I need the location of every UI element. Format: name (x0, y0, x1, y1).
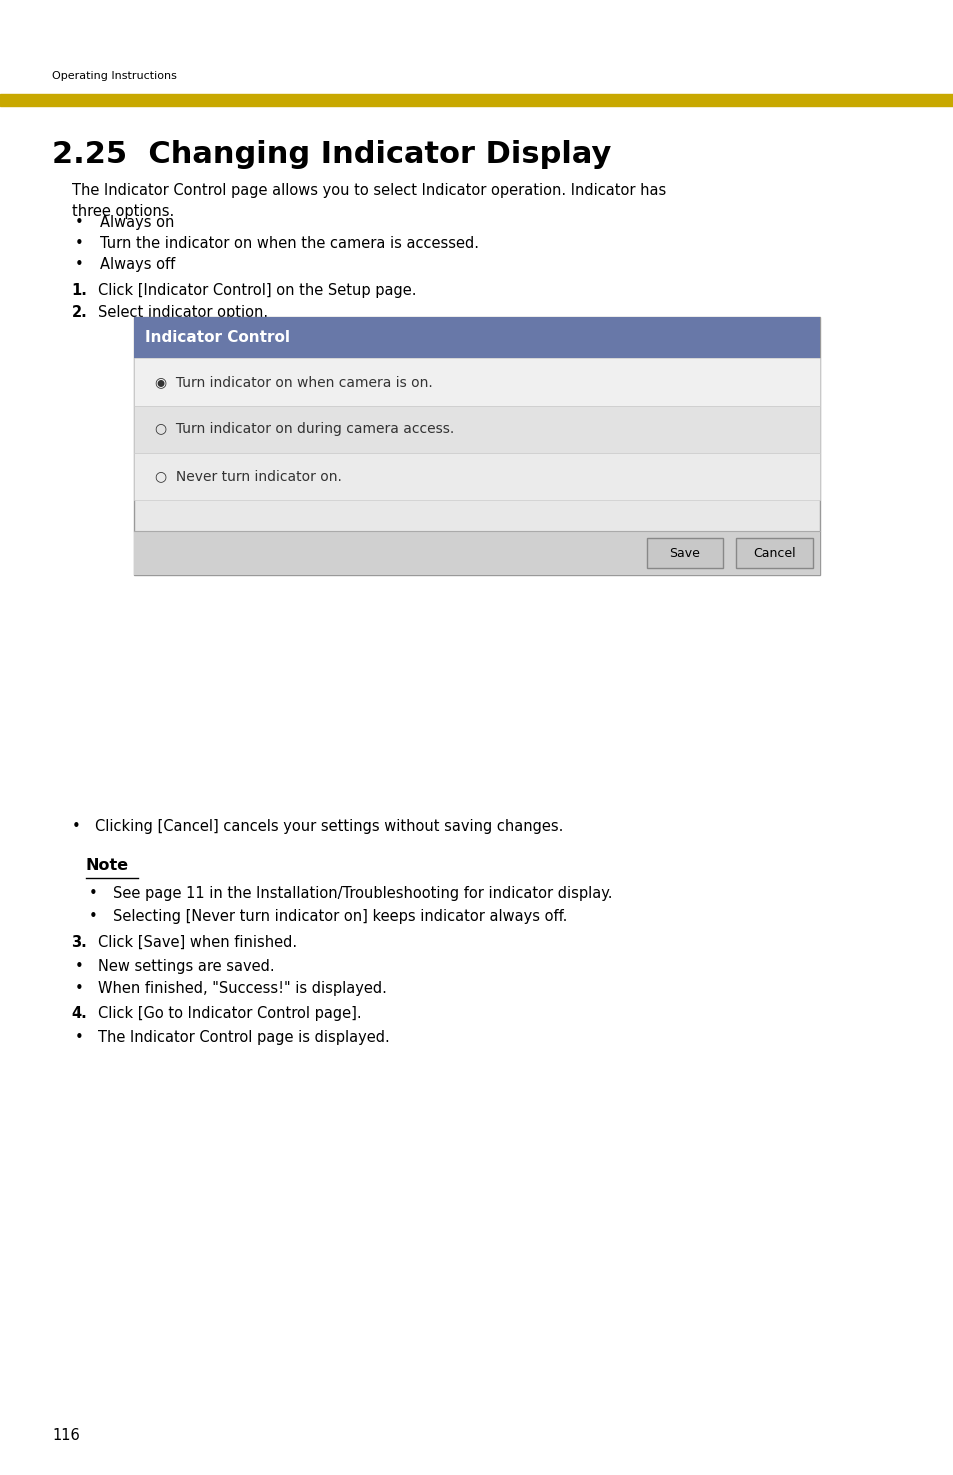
Text: When finished, "Success!" is displayed.: When finished, "Success!" is displayed. (98, 981, 387, 996)
Bar (133, 406, 820, 453)
Text: Clicking [Cancel] cancels your settings without saving changes.: Clicking [Cancel] cancels your settings … (95, 819, 563, 833)
Text: Always on: Always on (100, 215, 174, 230)
Text: Always off: Always off (100, 257, 175, 271)
Text: •: • (74, 981, 83, 996)
Text: •: • (74, 1030, 83, 1044)
Bar (736, 538, 812, 568)
Text: 4.: 4. (71, 1006, 88, 1021)
Bar (133, 317, 820, 575)
Text: •: • (74, 257, 83, 271)
Text: •: • (74, 959, 83, 974)
Bar (133, 317, 820, 358)
Bar (133, 358, 820, 406)
Text: ◉  Turn indicator on when camera is on.: ◉ Turn indicator on when camera is on. (154, 375, 432, 389)
Text: ○  Never turn indicator on.: ○ Never turn indicator on. (154, 469, 341, 484)
Text: •: • (89, 909, 97, 923)
Text: Save: Save (669, 547, 700, 559)
Text: Indicator Control: Indicator Control (145, 330, 290, 345)
Text: ○  Turn indicator on during camera access.: ○ Turn indicator on during camera access… (154, 422, 454, 437)
Text: Operating Instructions: Operating Instructions (52, 71, 177, 81)
Text: 2.: 2. (71, 305, 88, 320)
Text: Note: Note (86, 858, 129, 873)
Text: New settings are saved.: New settings are saved. (98, 959, 274, 974)
Text: Click [Save] when finished.: Click [Save] when finished. (98, 935, 297, 950)
Text: Select indicator option.: Select indicator option. (98, 305, 268, 320)
Bar (646, 538, 722, 568)
Text: 3.: 3. (71, 935, 88, 950)
Bar (0, 94, 953, 106)
Text: The Indicator Control page is displayed.: The Indicator Control page is displayed. (98, 1030, 390, 1044)
Bar (133, 531, 820, 575)
Text: Selecting [Never turn indicator on] keeps indicator always off.: Selecting [Never turn indicator on] keep… (112, 909, 566, 923)
Text: •: • (89, 886, 97, 901)
Text: 2.25  Changing Indicator Display: 2.25 Changing Indicator Display (52, 140, 611, 170)
Text: 1.: 1. (71, 283, 88, 298)
Text: Cancel: Cancel (753, 547, 795, 559)
Bar (133, 453, 820, 500)
Text: 116: 116 (52, 1428, 80, 1443)
Text: •: • (74, 236, 83, 251)
Text: See page 11 in the Installation/Troubleshooting for indicator display.: See page 11 in the Installation/Troubles… (112, 886, 612, 901)
Text: Turn the indicator on when the camera is accessed.: Turn the indicator on when the camera is… (100, 236, 478, 251)
Text: Click [Indicator Control] on the Setup page.: Click [Indicator Control] on the Setup p… (98, 283, 416, 298)
Text: •: • (71, 819, 80, 833)
Text: The Indicator Control page allows you to select Indicator operation. Indicator h: The Indicator Control page allows you to… (71, 183, 665, 218)
Text: •: • (74, 215, 83, 230)
Text: Click [Go to Indicator Control page].: Click [Go to Indicator Control page]. (98, 1006, 361, 1021)
